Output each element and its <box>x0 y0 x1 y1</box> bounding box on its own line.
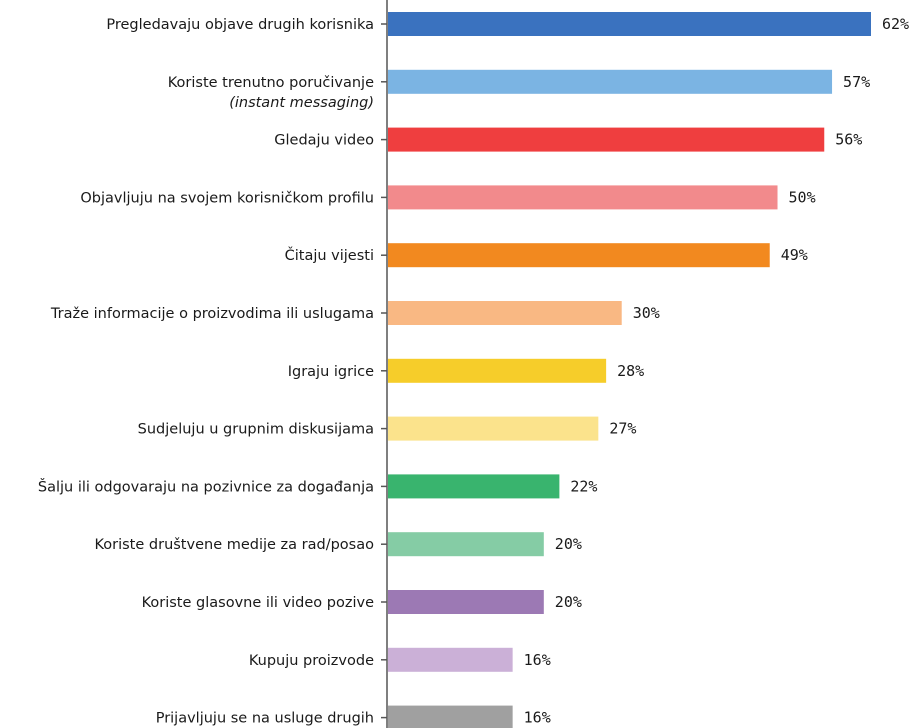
bar <box>388 243 770 268</box>
category-label: Koriste trenutno poručivanje <box>168 75 374 91</box>
category-label: Koriste glasovne ili video pozive <box>142 595 374 611</box>
bar <box>388 647 513 672</box>
bar <box>388 358 607 383</box>
bar <box>388 705 513 728</box>
value-label: 16% <box>524 651 551 669</box>
category-label: Šalju ili odgovaraju na pozivnice za dog… <box>38 477 374 495</box>
bar <box>388 12 871 36</box>
category-label: Sudjeluju u grupnim diskusijama <box>138 422 374 438</box>
value-label: 22% <box>570 477 597 495</box>
bar <box>388 590 544 614</box>
bar <box>388 416 599 441</box>
value-label: 30% <box>633 304 660 322</box>
value-label: 62% <box>882 15 909 33</box>
bar <box>388 127 825 152</box>
value-label: 49% <box>781 246 808 264</box>
bar <box>388 474 560 499</box>
category-label: Pregledavaju objave drugih korisnika <box>106 17 374 33</box>
category-label: Prijavljuju se na usluge drugih <box>156 711 374 727</box>
bar <box>388 185 778 210</box>
value-label: 27% <box>609 420 636 438</box>
value-label: 57% <box>843 73 870 91</box>
value-label: 20% <box>555 535 582 553</box>
bar <box>388 532 544 557</box>
category-label: Objavljuju na svojem korisničkom profilu <box>80 190 374 206</box>
category-label: Čitaju vijesti <box>285 246 374 264</box>
category-sublabel: (instant messaging) <box>229 95 374 111</box>
category-label: Koriste društvene medije za rad/posao <box>94 537 374 553</box>
category-label: Igraju igrice <box>288 364 374 380</box>
value-label: 16% <box>524 709 551 727</box>
value-label: 56% <box>835 131 862 149</box>
value-label: 20% <box>555 593 582 611</box>
category-label: Traže informacije o proizvodima ili uslu… <box>50 306 374 322</box>
value-label: 28% <box>617 362 644 380</box>
bar <box>388 69 833 94</box>
category-label: Gledaju video <box>274 133 374 149</box>
category-label: Kupuju proizvode <box>249 653 374 669</box>
value-label: 50% <box>789 188 816 206</box>
bar <box>388 301 622 325</box>
